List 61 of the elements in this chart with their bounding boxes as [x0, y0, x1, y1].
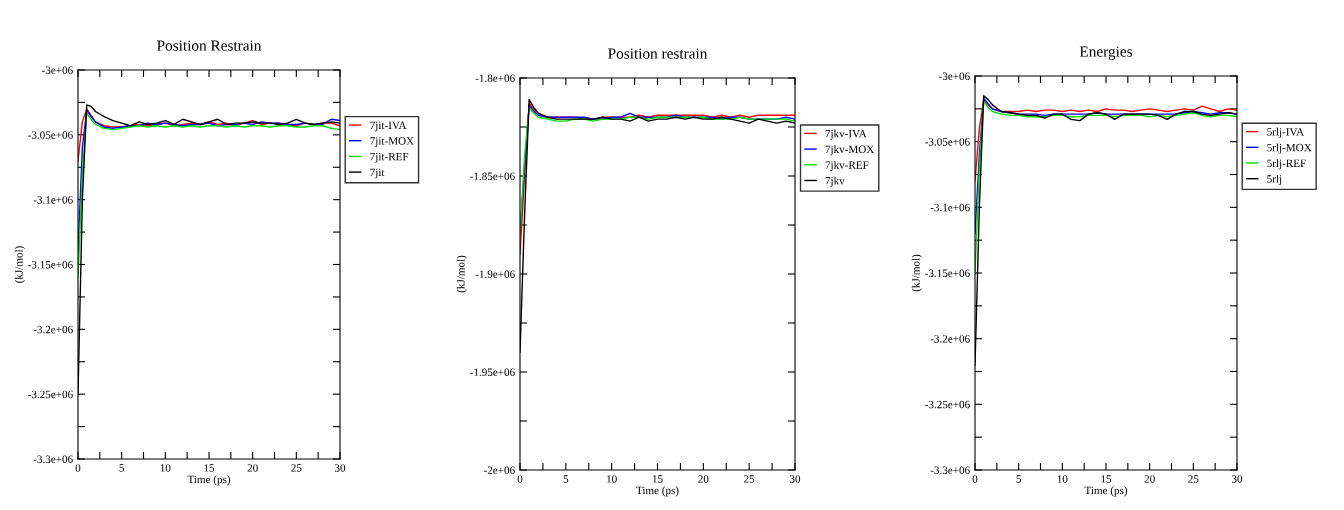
- legend-label: 7jkv-MOX: [825, 145, 875, 156]
- legend-label: 7jkv-IVA: [825, 129, 867, 140]
- y-tick-label: -3.05e+06: [925, 138, 970, 146]
- x-tick-label: 25: [744, 475, 755, 483]
- y-axis-title: (kJ/mol): [911, 254, 922, 292]
- legend-label: 7jkv-REF: [825, 160, 869, 172]
- y-tick-label: -3e+06: [938, 72, 970, 80]
- x-tick-label: 5: [1016, 475, 1022, 483]
- x-tick-label: 15: [652, 475, 663, 483]
- x-axis-title: Time (ps): [636, 486, 679, 497]
- x-tick-label: 10: [1057, 475, 1068, 483]
- legend-label: 5rlj: [1267, 174, 1282, 185]
- y-tick-label: -2e+06: [483, 466, 515, 474]
- chart-title: Position Restrain: [157, 40, 262, 51]
- legend-label: 7jkv: [825, 176, 845, 187]
- legend-label: 5rlj-MOX: [1267, 143, 1312, 154]
- x-tick-label: 30: [334, 464, 346, 472]
- y-tick-label: -3.25e+06: [925, 400, 970, 409]
- y-tick-label: -1.9e+06: [475, 270, 515, 279]
- chart-title: Energies: [1079, 46, 1133, 60]
- x-tick-label: 15: [204, 464, 215, 472]
- y-tick-label: -3.1e+06: [33, 196, 73, 204]
- legend-label: 7jit-MOX: [370, 137, 414, 147]
- x-tick-label: 5: [119, 464, 125, 472]
- x-tick-label: 25: [1188, 475, 1199, 483]
- legend-label: 5rlj-IVA: [1267, 127, 1305, 138]
- legend-label: 7jit-REF: [370, 152, 409, 163]
- y-tick-label: -3.25e+06: [28, 390, 73, 399]
- y-axis-title: (kJ/mol): [456, 255, 467, 293]
- x-tick-label: 15: [1101, 475, 1112, 483]
- x-tick-label: 10: [607, 475, 617, 483]
- y-tick-label: -1.95e+06: [470, 368, 515, 377]
- legend-label: 7jit-IVA: [370, 121, 407, 132]
- x-tick-label: 0: [75, 464, 81, 472]
- y-axis-title: (kJ/mol): [14, 246, 25, 283]
- x-tick-label: 5: [563, 475, 569, 483]
- x-axis-title: Time (ps): [1084, 486, 1128, 497]
- x-axis-title: Time (ps): [187, 475, 231, 486]
- chart-title: Position restrain: [608, 48, 708, 59]
- y-tick-label: -3.05e+06: [28, 131, 73, 139]
- x-tick-label: 10: [160, 464, 171, 472]
- y-tick-label: -1.8e+06: [475, 74, 515, 83]
- x-tick-label: 20: [698, 475, 709, 483]
- x-tick-label: 25: [291, 464, 302, 472]
- x-tick-label: 0: [517, 475, 523, 483]
- y-tick-label: -3.3e+06: [33, 455, 73, 464]
- legend-label: 5rlj-REF: [1267, 159, 1306, 170]
- x-tick-label: 20: [1144, 475, 1155, 483]
- legend-label: 7jit: [370, 168, 385, 179]
- y-tick-label: -3.1e+06: [930, 203, 970, 212]
- x-tick-label: 0: [972, 475, 978, 483]
- x-tick-label: 30: [1231, 475, 1243, 483]
- y-tick-label: -3e+06: [41, 66, 73, 74]
- y-tick-label: -3.2e+06: [33, 325, 73, 334]
- x-tick-label: 30: [789, 475, 801, 483]
- y-tick-label: -3.15e+06: [28, 260, 73, 269]
- y-tick-label: -3.3e+06: [930, 466, 970, 475]
- x-tick-label: 20: [247, 464, 258, 472]
- y-tick-label: -1.85e+06: [470, 172, 515, 181]
- y-tick-label: -3.2e+06: [930, 335, 970, 343]
- y-tick-label: -3.15e+06: [925, 269, 970, 278]
